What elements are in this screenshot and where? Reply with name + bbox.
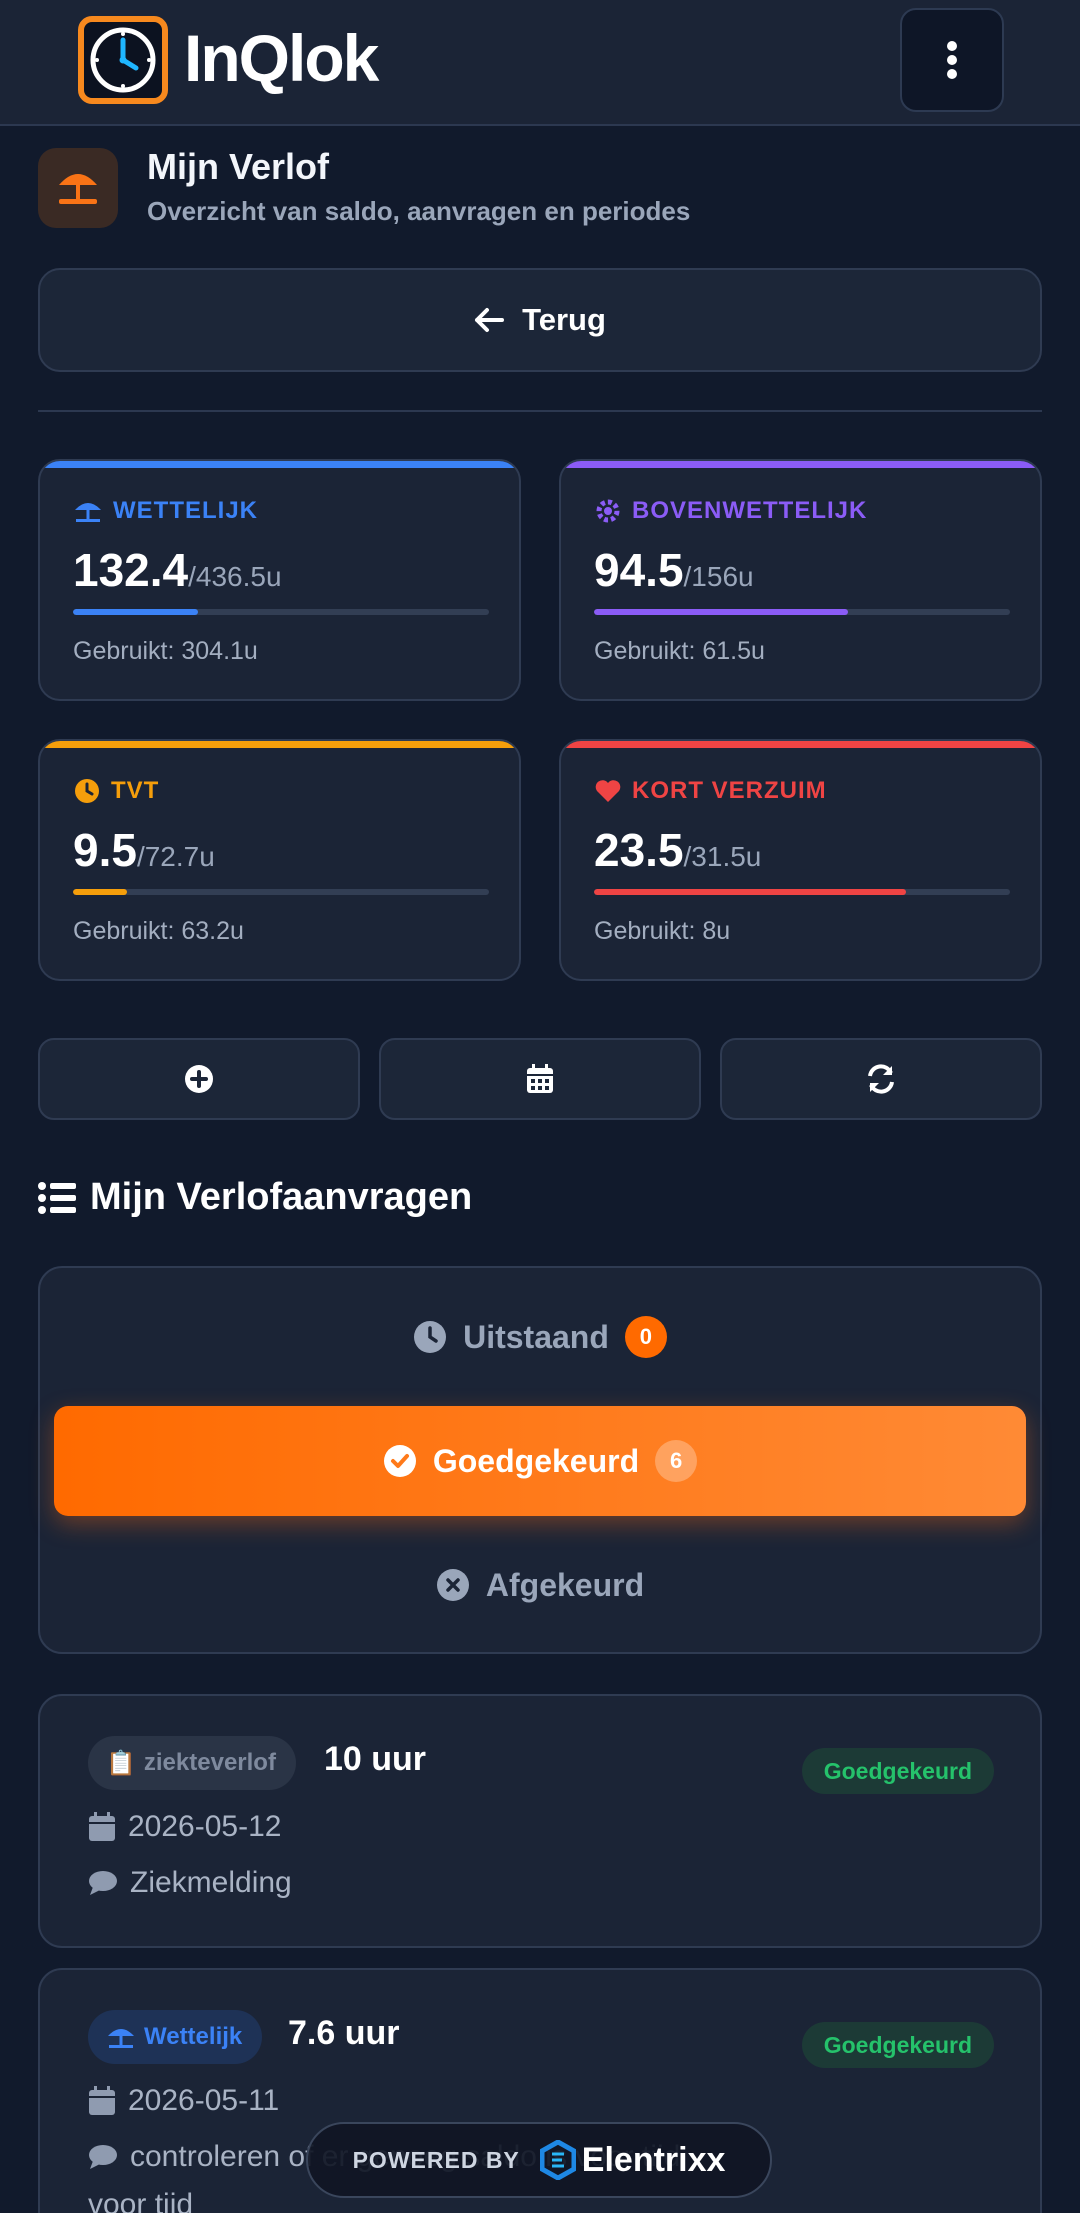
- card-used: Gebruikt: 304.1u: [73, 637, 258, 665]
- section-title-text: Mijn Verlofaanvragen: [90, 1176, 473, 1218]
- kebab-menu-icon: [947, 41, 957, 79]
- card-accent: [40, 741, 519, 748]
- card-label: WETTELIJK: [113, 497, 258, 524]
- calendar-button[interactable]: [379, 1038, 701, 1120]
- kebab-menu-button[interactable]: [900, 8, 1004, 112]
- card-accent: [40, 461, 519, 468]
- calendar-icon: [89, 1812, 115, 1841]
- logo-clock-icon[interactable]: [78, 16, 168, 104]
- balance-card-bovenwettelijk: BOVENWETTELIJK 94.5/156u Gebruikt: 61.5u: [559, 459, 1042, 701]
- arrow-left-icon: [475, 308, 505, 332]
- request-type-label: ziekteverlof: [143, 1749, 276, 1776]
- request-date-row: 2026-05-12: [88, 1810, 281, 1844]
- refresh-button[interactable]: [720, 1038, 1042, 1120]
- umbrella-icon: [75, 503, 101, 522]
- progress-bar: [594, 889, 1010, 895]
- tab-label: Afgekeurd: [485, 1566, 645, 1603]
- add-request-button[interactable]: [38, 1038, 360, 1120]
- request-note-row: Ziekmelding: [88, 1866, 292, 1900]
- x-circle-icon: [436, 1569, 469, 1601]
- tab-count-badge: 0: [624, 1316, 667, 1358]
- calendar-icon: [527, 1064, 553, 1093]
- request-note-continued: voor tijd: [88, 2188, 194, 2213]
- request-hours: 10 uur: [324, 1740, 427, 1778]
- card-value: 23.5: [594, 824, 684, 876]
- clock-icon: [414, 1321, 447, 1353]
- request-type-label: Wettelijk: [144, 2023, 243, 2050]
- request-type-badge: 📋 ziekteverlof: [88, 1736, 296, 1790]
- status-tabs: Uitstaand 0 Goedgekeurd 6 Afgekeurd: [38, 1266, 1042, 1654]
- card-total: /436.5u: [188, 561, 282, 592]
- card-used: Gebruikt: 8u: [594, 917, 731, 945]
- progress-fill: [73, 609, 198, 615]
- request-card[interactable]: 📋 ziekteverlof 10 uur Goedgekeurd 2026-0…: [38, 1694, 1042, 1948]
- cog-icon: [596, 499, 620, 523]
- progress-fill: [73, 889, 128, 895]
- brand-logo: Elentrixx: [539, 2140, 726, 2180]
- top-bar: InQlok: [0, 0, 1080, 126]
- balance-card-wettelijk: WETTELIJK 132.4/436.5u Gebruikt: 304.1u: [38, 459, 521, 701]
- logo-text[interactable]: InQlok: [184, 21, 379, 95]
- request-note: Ziekmelding: [130, 1866, 292, 1899]
- card-value: 94.5: [594, 544, 684, 596]
- balance-card-tvt: TVT 9.5/72.7u Gebruikt: 63.2u: [38, 739, 521, 981]
- beach-umbrella-icon: [38, 148, 118, 228]
- brand-name: Elentrixx: [581, 2140, 726, 2179]
- back-button[interactable]: Terug: [38, 268, 1042, 372]
- card-accent: [561, 461, 1040, 468]
- request-date: 2026-05-11: [128, 2084, 280, 2117]
- divider: [38, 410, 1042, 412]
- card-value: 9.5: [73, 824, 137, 876]
- progress-bar: [73, 609, 489, 615]
- clipboard-icon: 📋: [106, 1749, 136, 1777]
- card-total: /72.7u: [136, 841, 215, 872]
- card-label: KORT VERZUIM: [632, 777, 827, 804]
- card-used: Gebruikt: 61.5u: [594, 637, 765, 665]
- page-subtitle: Overzicht van saldo, aanvragen en period…: [147, 196, 691, 226]
- tab-count-badge: 6: [655, 1440, 698, 1482]
- tab-uitstaand[interactable]: Uitstaand 0: [54, 1282, 1026, 1392]
- requests-section-title: Mijn Verlofaanvragen: [38, 1176, 472, 1219]
- refresh-icon: [868, 1064, 894, 1094]
- card-value: 132.4: [73, 544, 189, 596]
- add-icon: [185, 1065, 213, 1093]
- card-total: /156u: [683, 561, 754, 592]
- tab-afgekeurd[interactable]: Afgekeurd: [54, 1530, 1026, 1640]
- card-label: BOVENWETTELIJK: [632, 497, 868, 524]
- elentrixx-logo-icon: [539, 2140, 576, 2180]
- list-icon: [38, 1181, 76, 1214]
- card-total: /31.5u: [683, 841, 762, 872]
- tab-label: Uitstaand: [463, 1318, 609, 1355]
- powered-by-badge[interactable]: POWERED BY Elentrixx: [306, 2122, 772, 2198]
- progress-fill: [594, 889, 906, 895]
- check-circle-icon: [383, 1445, 416, 1477]
- tab-goedgekeurd[interactable]: Goedgekeurd 6: [54, 1406, 1026, 1516]
- status-badge: Goedgekeurd: [801, 2022, 994, 2068]
- tab-label: Goedgekeurd: [432, 1442, 640, 1479]
- heart-icon: [595, 780, 621, 802]
- back-label: Terug: [522, 302, 606, 337]
- card-label: TVT: [111, 777, 160, 804]
- status-badge: Goedgekeurd: [801, 1748, 994, 1794]
- comment-icon: [89, 2145, 117, 2169]
- progress-bar: [73, 889, 489, 895]
- card-used: Gebruikt: 63.2u: [73, 917, 244, 945]
- progress-bar: [594, 609, 1010, 615]
- request-date: 2026-05-12: [128, 1810, 282, 1843]
- request-hours: 7.6 uur: [288, 2014, 400, 2052]
- request-type-badge: Wettelijk: [88, 2010, 263, 2064]
- card-accent: [561, 741, 1040, 748]
- progress-fill: [594, 609, 848, 615]
- balance-card-kort-verzuim: KORT VERZUIM 23.5/31.5u Gebruikt: 8u: [559, 739, 1042, 981]
- powered-by-label: POWERED BY: [352, 2146, 520, 2173]
- calendar-icon: [89, 2086, 115, 2115]
- page-title: Mijn Verlof: [147, 146, 330, 187]
- comment-icon: [89, 1871, 117, 1895]
- request-date-row: 2026-05-11: [88, 2084, 279, 2118]
- clock-icon: [75, 779, 99, 803]
- umbrella-icon: [108, 2029, 134, 2048]
